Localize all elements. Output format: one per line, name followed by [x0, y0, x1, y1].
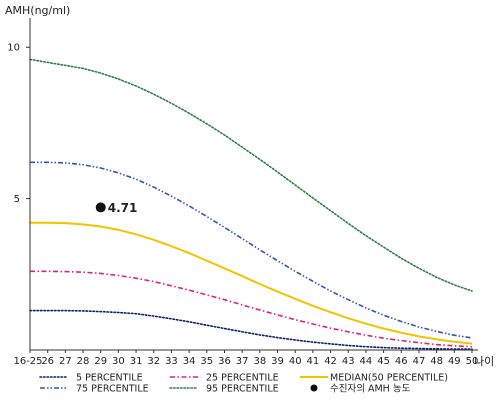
x-tick-label: 49	[448, 356, 461, 367]
x-tick-label: 36	[218, 356, 231, 367]
legend: 5 PERCENTILE 25 PERCENTILE MEDIAN(50 PERCE…	[39, 373, 448, 395]
x-tick-label: 33	[165, 356, 178, 367]
x-tick-label: 41	[307, 356, 320, 367]
x-tick-label: 30	[112, 356, 125, 367]
patient-amh-value-label: 4.71	[108, 201, 138, 215]
legend-marker-label: 수진자의 AMH 농도	[330, 384, 411, 395]
x-tick-label: 32	[147, 356, 160, 367]
y-axis: 5 10	[7, 18, 31, 350]
x-tick-label: 31	[130, 356, 143, 367]
y-tick-label: 5	[14, 194, 20, 205]
x-tick-label: 37	[236, 356, 249, 367]
legend-label-4: 75 PERCENTILE	[76, 384, 149, 395]
x-tick-label: 42	[324, 356, 337, 367]
legend-label-1: 5 PERCENTILE	[76, 373, 143, 384]
x-tick-label: 48	[430, 356, 443, 367]
legend-marker-swatch	[310, 384, 318, 392]
series-line-2	[30, 270, 473, 348]
plot-area: 4.71	[29, 58, 473, 350]
x-tick-label: 40	[289, 356, 302, 367]
x-tick-label: 45	[377, 356, 390, 367]
x-tick-label: 46	[395, 356, 408, 367]
legend-label-5: 95 PERCENTILE	[206, 384, 279, 395]
x-tick-label: 38	[253, 356, 266, 367]
legend-label-3: MEDIAN(50 PERCENTILE)	[330, 373, 448, 384]
x-tick-label: 39	[271, 356, 284, 367]
series-line-5	[29, 58, 473, 292]
x-tick-label: 35	[200, 356, 213, 367]
x-tick-label: 43	[342, 356, 355, 367]
x-tick-label: 16-25	[13, 356, 42, 367]
x-tick-label: 29	[94, 356, 107, 367]
x-axis-label: 나이	[474, 355, 494, 368]
x-tick-label: 34	[183, 356, 196, 367]
series-line-1	[29, 309, 473, 350]
series-line-3	[30, 221, 473, 345]
x-tick-label: 28	[77, 356, 90, 367]
x-tick-label: 50	[466, 356, 479, 367]
x-tick-label: 26	[41, 356, 54, 367]
x-tick-label: 44	[360, 356, 373, 367]
y-tick-label: 10	[7, 43, 20, 54]
patient-amh-marker	[95, 202, 106, 213]
series-line-4	[30, 161, 473, 339]
y-axis-label: AMH(ng/ml)	[5, 4, 70, 17]
x-tick-label: 47	[413, 356, 426, 367]
x-tick-label: 27	[59, 356, 72, 367]
legend-label-2: 25 PERCENTILE	[206, 373, 279, 384]
